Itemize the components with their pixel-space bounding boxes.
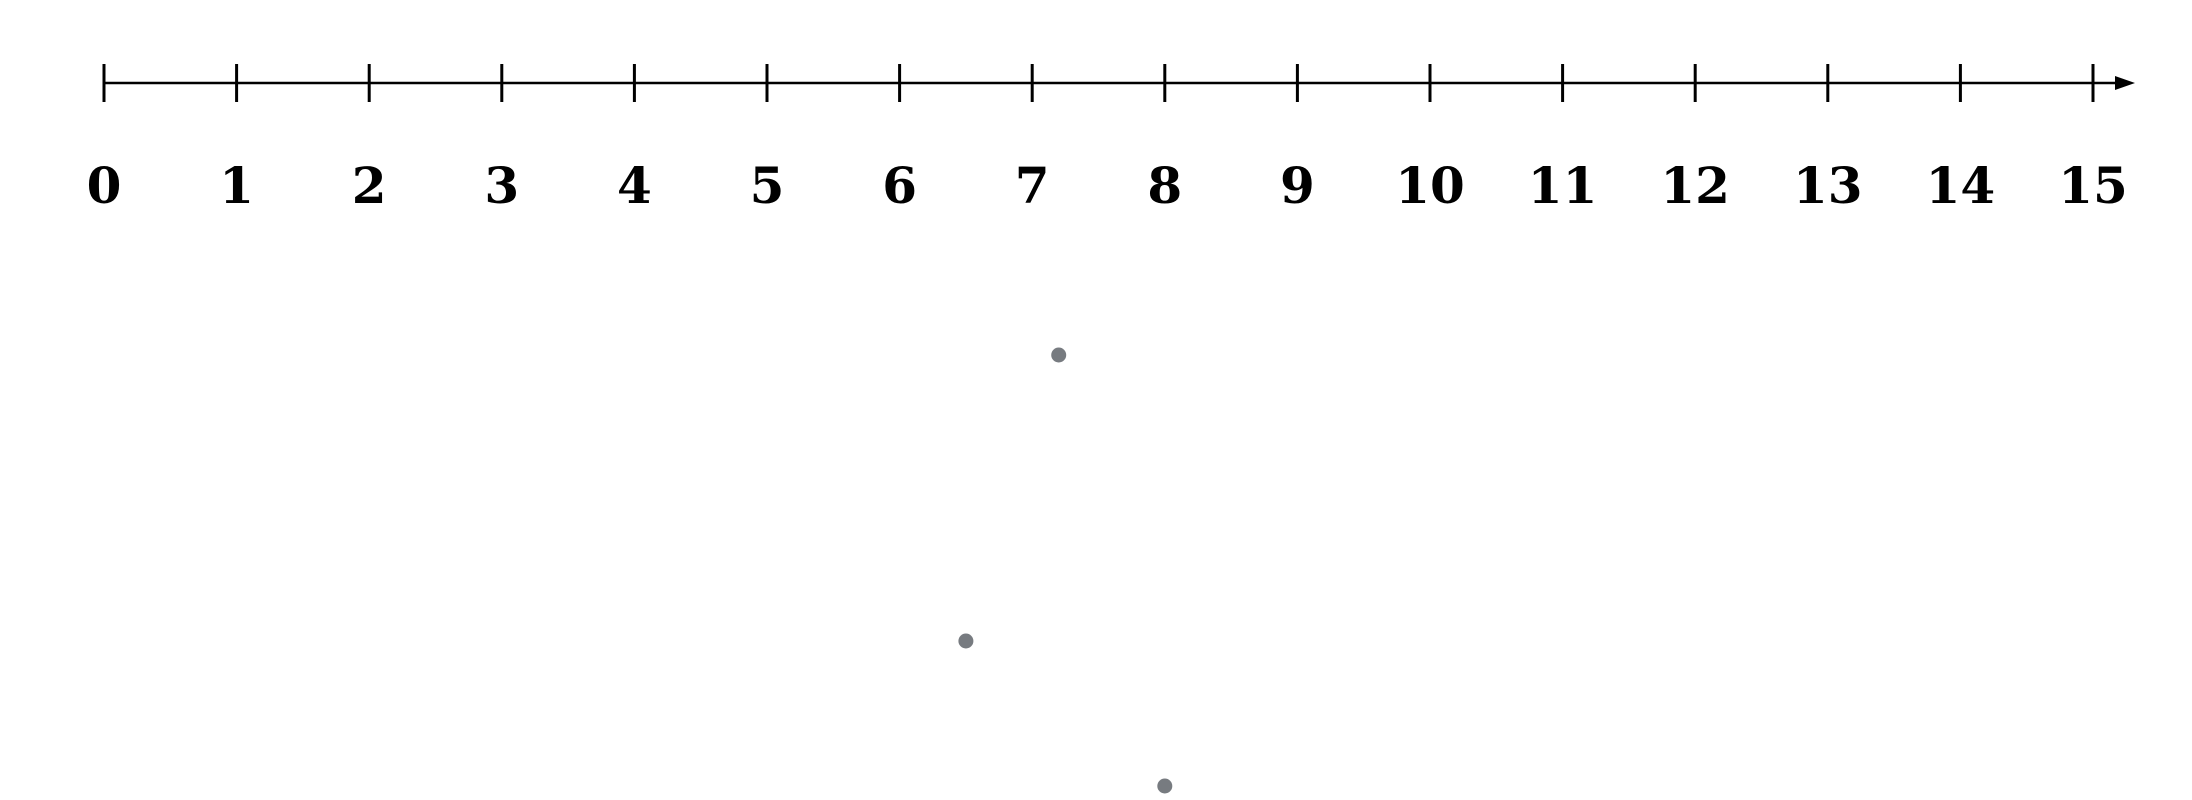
dot (1157, 778, 1173, 794)
tick-label: 15 (2058, 156, 2128, 215)
tick-label: 14 (1926, 156, 1996, 215)
tick-label: 11 (1528, 156, 1598, 215)
tick-label: 13 (1793, 156, 1863, 215)
tick-label: 8 (1147, 156, 1182, 215)
tick-label: 0 (87, 156, 122, 215)
dot (1051, 347, 1067, 363)
tick-label: 4 (617, 156, 652, 215)
number-line (102, 64, 2135, 102)
tick-label: 2 (352, 156, 387, 215)
tick-label: 6 (882, 156, 917, 215)
tick-label: 5 (750, 156, 785, 215)
dots (958, 347, 1173, 794)
dot (958, 633, 974, 649)
axis-arrow-icon (2115, 76, 2135, 90)
tick-labels: 0 1 2 3 4 5 6 7 8 9 10 11 12 13 14 15 (87, 156, 2128, 215)
tick-label: 3 (484, 156, 519, 215)
tick-label: 7 (1015, 156, 1050, 215)
tick-label: 12 (1660, 156, 1730, 215)
tick-label: 1 (219, 156, 254, 215)
tick-label: 9 (1280, 156, 1315, 215)
tick-label: 10 (1395, 156, 1465, 215)
